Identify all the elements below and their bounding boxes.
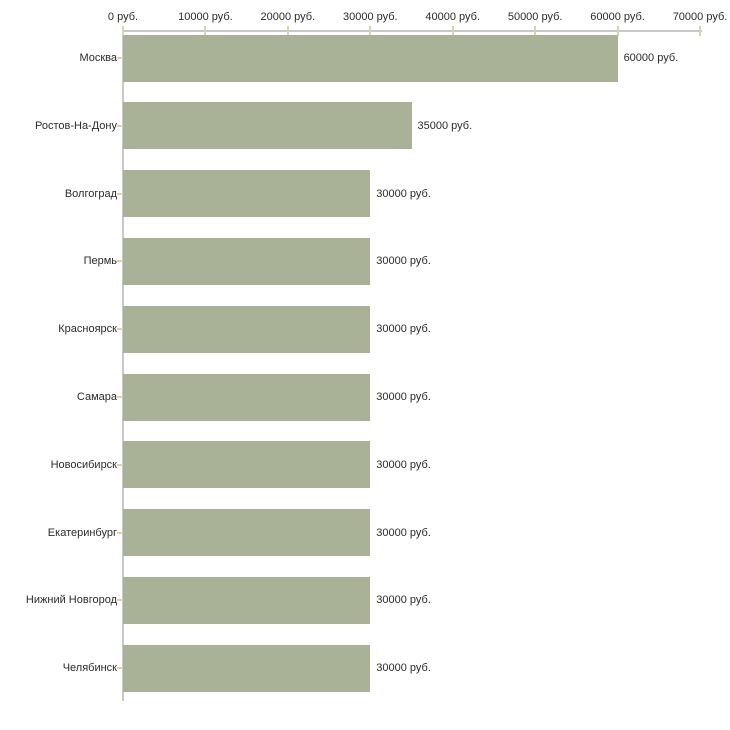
value-label: 30000 руб. [376, 255, 431, 268]
bar-Челябинск [123, 644, 371, 692]
category-label: Екатеринбург [47, 526, 117, 539]
x-tick-mark [286, 26, 289, 36]
bar-Самара [123, 373, 371, 421]
x-tick-label: 40000 руб. [425, 11, 481, 23]
bar-Пермь [123, 237, 371, 285]
x-tick-mark [204, 26, 207, 36]
value-label: 35000 руб. [417, 119, 473, 132]
x-tick-mark [699, 26, 701, 36]
category-label: Москва [79, 52, 117, 64]
y-tick-mark [117, 396, 123, 398]
x-tick-label: 50000 руб. [507, 11, 563, 23]
category-label: Пермь [83, 255, 117, 268]
bar-Красноярск [123, 305, 371, 353]
value-label: 30000 руб. [376, 458, 431, 471]
bar-Москва [123, 34, 618, 82]
value-label: 30000 руб. [376, 323, 431, 336]
category-label: Ростов-На-Дону [34, 119, 117, 132]
y-tick-mark [117, 192, 123, 195]
value-label: 30000 руб. [376, 526, 431, 539]
bar-Волгоград [123, 170, 371, 218]
y-axis-line [122, 31, 124, 701]
category-label: Новосибирск [50, 458, 117, 471]
y-tick-mark [117, 463, 123, 466]
category-label: Волгоград [64, 187, 117, 200]
value-label: 30000 руб. [376, 662, 431, 675]
value-label: 30000 руб. [376, 594, 431, 607]
value-label: 60000 руб. [623, 52, 679, 64]
y-tick-mark [117, 124, 123, 127]
category-label: Красноярск [58, 323, 117, 336]
category-label: Челябинск [62, 662, 117, 675]
bar-Екатеринбург [123, 509, 371, 557]
x-tick-label: 60000 руб. [590, 11, 645, 23]
value-label: 30000 руб. [376, 187, 431, 200]
y-tick-mark [117, 260, 123, 263]
x-axis-line [123, 30, 702, 32]
y-tick-mark [117, 57, 123, 59]
bar-Ростов-На-Дону [123, 102, 412, 150]
category-label: Самара [76, 391, 117, 403]
x-tick-mark [616, 26, 619, 36]
x-tick-label: 10000 руб. [178, 11, 233, 23]
bar-Новосибирск [123, 441, 371, 489]
x-tick-label: 70000 руб. [672, 11, 728, 23]
x-tick-mark [369, 26, 372, 36]
x-tick-mark [451, 26, 454, 36]
value-label: 30000 руб. [376, 391, 431, 403]
x-tick-mark [122, 26, 124, 36]
bar-Нижний Новгород [123, 576, 371, 624]
x-tick-label: 30000 руб. [342, 11, 398, 23]
category-label: Нижний Новгород [25, 594, 117, 607]
x-tick-mark [534, 26, 537, 36]
y-tick-mark [117, 328, 123, 331]
y-tick-mark [117, 599, 123, 602]
y-tick-mark [117, 667, 123, 670]
x-tick-label: 0 руб. [107, 11, 139, 23]
y-tick-mark [117, 531, 123, 534]
x-tick-label: 20000 руб. [260, 11, 316, 23]
